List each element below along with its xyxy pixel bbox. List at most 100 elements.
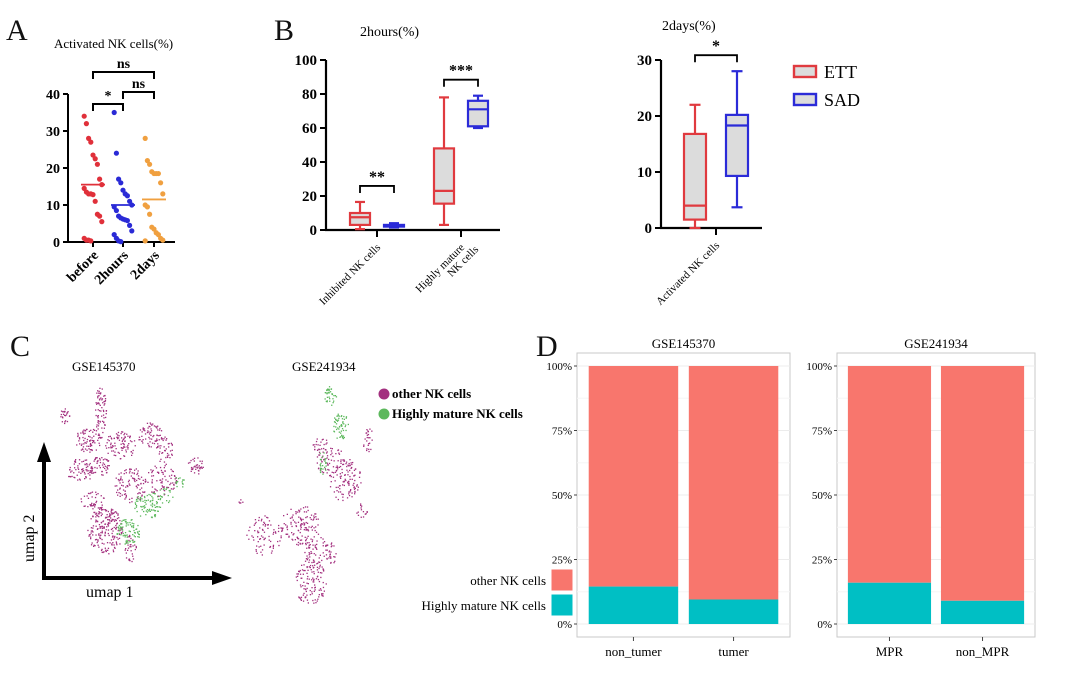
umap-point-other-nk <box>315 554 317 556</box>
umap-point-other-nk <box>343 459 345 461</box>
umap-point-other-nk <box>248 529 250 532</box>
umap-point-other-nk <box>69 469 71 471</box>
umap-point-highly-mature <box>131 539 133 542</box>
umap-point-other-nk <box>91 472 93 474</box>
umap-point-other-nk <box>169 450 172 452</box>
umap-point-other-nk <box>146 431 149 434</box>
umap-point-other-nk <box>161 471 163 473</box>
umap-point-other-nk <box>105 410 107 412</box>
umap-point-other-nk <box>133 472 135 474</box>
umap-point-other-nk <box>318 454 320 456</box>
umap-point-other-nk <box>114 547 116 549</box>
umap-point-highly-mature <box>327 392 329 394</box>
umap-point-other-nk <box>317 598 319 600</box>
umap-point-other-nk <box>190 468 193 470</box>
umap-point-other-nk <box>285 533 288 535</box>
umap-point-highly-mature <box>132 526 135 529</box>
umap-point-other-nk <box>281 529 284 531</box>
umap-point-other-nk <box>101 436 103 439</box>
umap-point-other-nk <box>86 438 89 441</box>
umap-point-other-nk <box>106 442 108 444</box>
umap-point-other-nk <box>312 599 314 602</box>
umap-point-highly-mature <box>150 516 153 518</box>
bar-other-nk <box>588 366 679 587</box>
umap-point-other-nk <box>115 527 117 530</box>
umap-point-other-nk <box>110 514 112 516</box>
umap-point-other-nk <box>323 570 325 572</box>
umap-point-highly-mature <box>345 429 347 432</box>
umap-point-other-nk <box>98 512 101 514</box>
umap-point-other-nk <box>170 482 172 484</box>
umap-point-other-nk <box>118 473 120 475</box>
umap-point-other-nk <box>123 434 125 436</box>
umap-point-other-nk <box>156 434 158 437</box>
umap-point-highly-mature <box>338 426 341 428</box>
umap-point-other-nk <box>83 439 85 442</box>
umap-point-other-nk <box>94 513 97 515</box>
umap-point-other-nk <box>99 467 101 469</box>
umap-point-other-nk <box>105 447 108 449</box>
umap-point-other-nk <box>91 469 93 471</box>
umap-point-other-nk <box>264 515 266 517</box>
umap-point-other-nk <box>99 535 101 537</box>
umap-point-other-nk <box>267 527 269 529</box>
umap-point-other-nk <box>200 466 203 468</box>
umap-point-other-nk <box>301 577 303 579</box>
umap-point-other-nk <box>87 497 90 499</box>
umap-point-other-nk <box>103 395 105 397</box>
umap-point-other-nk <box>302 585 304 587</box>
umap-point-other-nk <box>318 557 320 559</box>
umap-point-other-nk <box>98 533 100 535</box>
umap-point-highly-mature <box>142 500 144 502</box>
umap-point-highly-mature <box>319 468 322 470</box>
umap-point-other-nk <box>319 448 321 451</box>
umap-point-other-nk <box>95 501 97 504</box>
umap-point-other-nk <box>101 398 104 400</box>
umap-point-other-nk <box>101 538 103 541</box>
umap-point-other-nk <box>171 454 173 456</box>
umap-point-highly-mature <box>152 497 154 499</box>
umap-point-other-nk <box>272 547 274 549</box>
umap-point-other-nk <box>111 527 114 530</box>
umap-point-highly-mature <box>326 396 329 398</box>
umap-point-other-nk <box>316 548 318 550</box>
umap-point-highly-mature <box>129 530 131 533</box>
umap-point-other-nk <box>105 458 108 461</box>
umap-point-other-nk <box>332 476 335 478</box>
umap-point-other-nk <box>311 539 314 541</box>
umap-point-other-nk <box>116 522 118 524</box>
umap-point-other-nk <box>97 528 99 530</box>
umap-point-highly-mature <box>154 510 156 512</box>
x-tick-label: 2hours <box>92 248 132 288</box>
umap-point-other-nk <box>297 573 299 575</box>
umap-point-highly-mature <box>328 390 330 392</box>
umap-point-other-nk <box>360 504 362 507</box>
umap-point-other-nk <box>257 530 259 532</box>
umap-point-other-nk <box>133 440 136 442</box>
umap-point-other-nk <box>303 592 305 595</box>
umap-point-other-nk <box>89 449 91 451</box>
umap-point-other-nk <box>302 542 304 544</box>
umap-point-other-nk <box>95 538 98 541</box>
umap-point-other-nk <box>256 552 258 554</box>
umap-point-other-nk <box>84 505 86 507</box>
umap-point-other-nk <box>171 453 173 455</box>
umap-point-other-nk <box>92 441 94 444</box>
umap-point-other-nk <box>304 536 306 538</box>
umap-point-other-nk <box>66 420 69 423</box>
umap-point-other-nk <box>307 602 309 604</box>
umap-point-other-nk <box>283 515 285 517</box>
umap-point-other-nk <box>102 462 104 464</box>
umap-point-other-nk <box>311 540 313 543</box>
umap-point-other-nk <box>141 435 143 437</box>
umap-point-highly-mature <box>323 452 325 454</box>
umap-point-other-nk <box>294 521 296 523</box>
umap-point-other-nk <box>87 472 89 475</box>
umap-point-other-nk <box>83 471 86 474</box>
umap-point-other-nk <box>150 431 152 434</box>
umap-point-other-nk <box>97 540 99 542</box>
umap-point-other-nk <box>202 466 204 468</box>
umap-point-other-nk <box>174 478 176 480</box>
umap-point-other-nk <box>163 461 166 463</box>
y-tick-label: 20 <box>302 189 317 205</box>
